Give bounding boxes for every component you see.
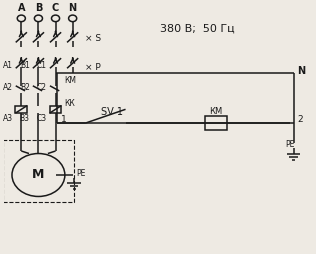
Text: A3: A3	[3, 114, 13, 123]
Text: × S: × S	[85, 34, 101, 43]
Text: PE: PE	[76, 169, 85, 178]
Text: SV 1: SV 1	[100, 107, 123, 117]
Text: N: N	[297, 67, 305, 76]
Text: PE: PE	[286, 140, 295, 149]
Text: КМ: КМ	[64, 76, 76, 85]
Text: C2: C2	[37, 83, 47, 92]
Text: C3: C3	[37, 114, 47, 123]
Bar	[15, 105, 27, 113]
Text: 2: 2	[297, 115, 303, 124]
Text: 1: 1	[61, 115, 67, 124]
Text: КМ: КМ	[209, 107, 222, 116]
Text: B1: B1	[20, 61, 30, 70]
Text: B3: B3	[20, 114, 30, 123]
Text: КК: КК	[64, 99, 75, 107]
Bar	[3, 140, 74, 201]
Text: N: N	[69, 3, 77, 13]
Text: × P: × P	[85, 63, 101, 72]
Text: A2: A2	[3, 83, 13, 92]
Text: C: C	[52, 3, 59, 13]
Text: C1: C1	[37, 61, 47, 70]
Text: B: B	[35, 3, 42, 13]
Text: A1: A1	[3, 61, 13, 70]
Bar	[50, 105, 61, 113]
Text: 380 В;  50 Гц: 380 В; 50 Гц	[160, 23, 234, 34]
Bar	[205, 116, 227, 130]
Text: A: A	[18, 3, 25, 13]
Text: B2: B2	[20, 83, 30, 92]
Text: М: М	[32, 168, 45, 182]
